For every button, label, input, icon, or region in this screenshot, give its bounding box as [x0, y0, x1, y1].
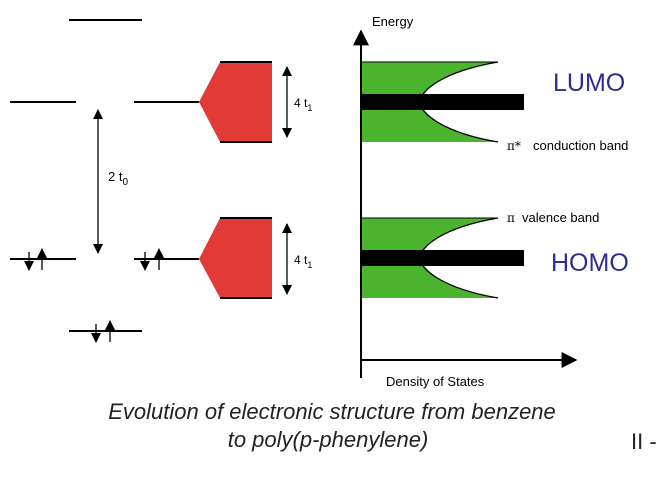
spin-pair-benzene-homo [24, 248, 47, 271]
band-structure-diagram: 2 t0 4 t1 4 t1 Energy Density of States … [10, 14, 629, 389]
homo-bar [362, 250, 524, 266]
gap-label: 2 t0 [108, 169, 128, 188]
slide-number-tag: II - [631, 429, 657, 454]
dos-axis-label: Density of States [386, 374, 485, 389]
energy-axis-label: Energy [372, 14, 414, 29]
spin-pair-benzene-bottom [91, 320, 115, 343]
homo-width-label: 4 t1 [294, 253, 312, 270]
conduction-band-dos [362, 62, 498, 142]
homo-band-trapezoid [199, 218, 272, 298]
lumo-band-trapezoid [199, 62, 272, 142]
conduction-band-symbol: π* [507, 139, 521, 153]
figure-caption-line-1: Evolution of electronic structure from b… [108, 399, 556, 424]
lumo-bar [362, 94, 524, 110]
dos-plot: Energy Density of States LUMO HOMO π* co… [353, 14, 629, 389]
valence-band-label: valence band [522, 210, 599, 225]
figure-caption-line-2: to poly(p-phenylene) [227, 427, 429, 452]
homo-band-formation: 4 t1 [134, 217, 312, 299]
lumo-label: LUMO [553, 69, 625, 97]
benzene-levels [10, 19, 142, 332]
valence-band-dos [362, 218, 498, 298]
valence-band-symbol: π [507, 211, 515, 225]
lumo-width-label: 4 t1 [294, 96, 312, 113]
homo-label: HOMO [551, 249, 629, 277]
electron-spins [24, 248, 164, 343]
conduction-band-label: conduction band [533, 138, 628, 153]
lumo-band-formation: 4 t1 [134, 61, 312, 143]
